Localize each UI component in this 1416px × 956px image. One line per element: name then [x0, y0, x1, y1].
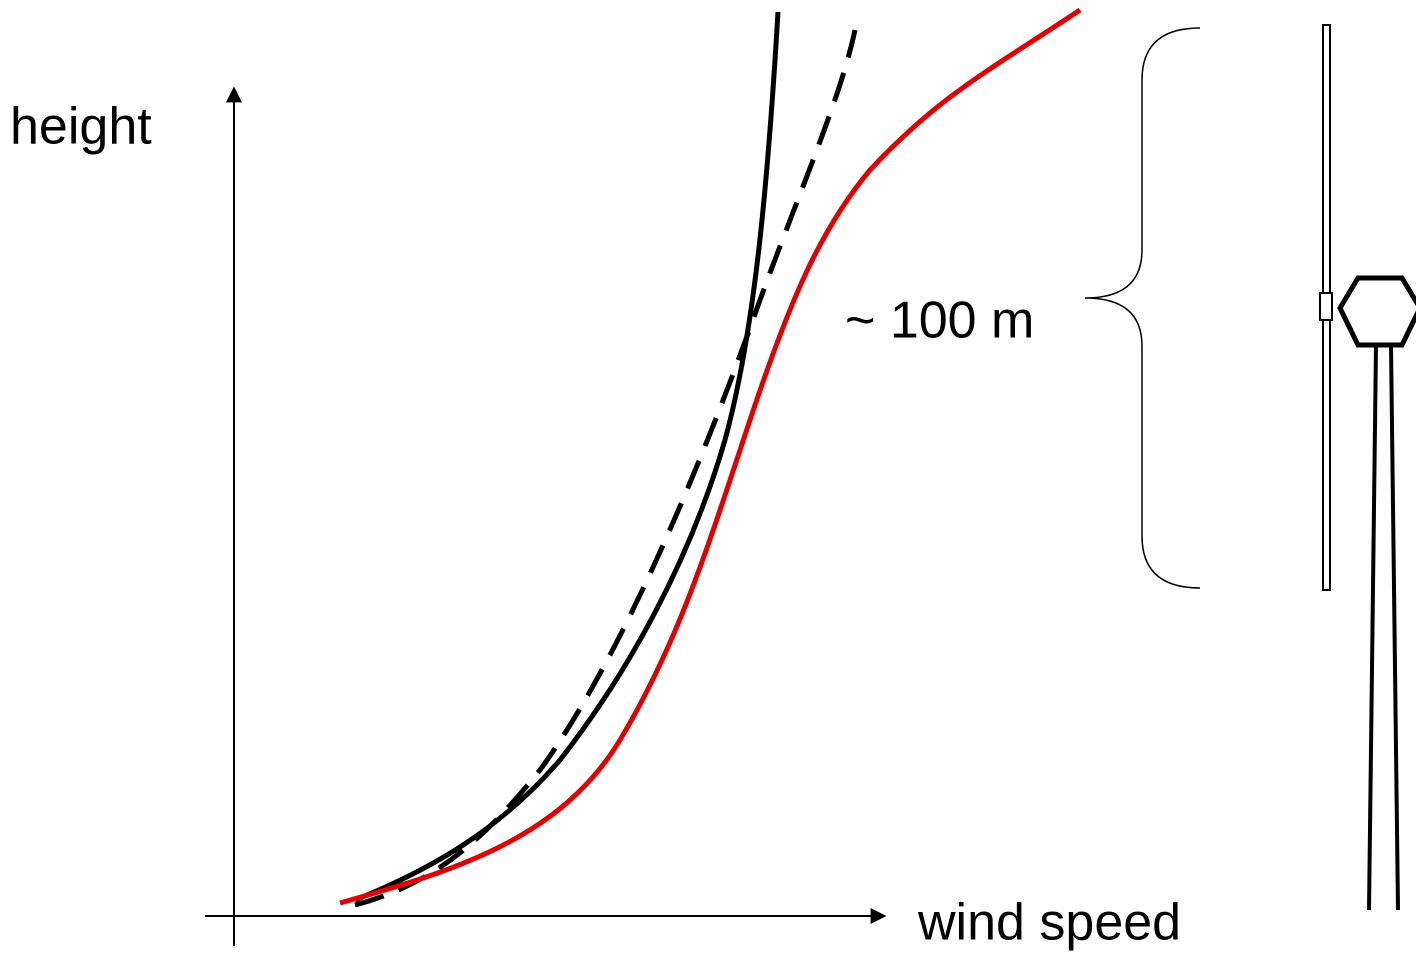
turbine-tower [1389, 344, 1400, 911]
x-axis-label: wind speed [917, 894, 1181, 952]
brace [1084, 27, 1201, 589]
turbine-hub [1319, 292, 1333, 321]
profile-solid [354, 11, 781, 903]
profile-dashed [354, 29, 858, 908]
profile-red [339, 7, 1082, 906]
y-axis-label: height [10, 98, 152, 156]
turbine-tower [1367, 344, 1378, 911]
turbine-nacelle [1337, 275, 1416, 348]
height-marker-label: ~ 100 m [845, 292, 1034, 350]
